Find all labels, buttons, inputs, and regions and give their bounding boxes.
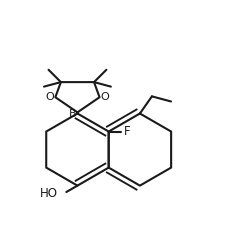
Text: B: B	[69, 109, 76, 119]
Text: O: O	[46, 92, 55, 102]
Text: HO: HO	[40, 187, 58, 200]
Text: O: O	[100, 92, 109, 102]
Text: F: F	[124, 125, 131, 138]
